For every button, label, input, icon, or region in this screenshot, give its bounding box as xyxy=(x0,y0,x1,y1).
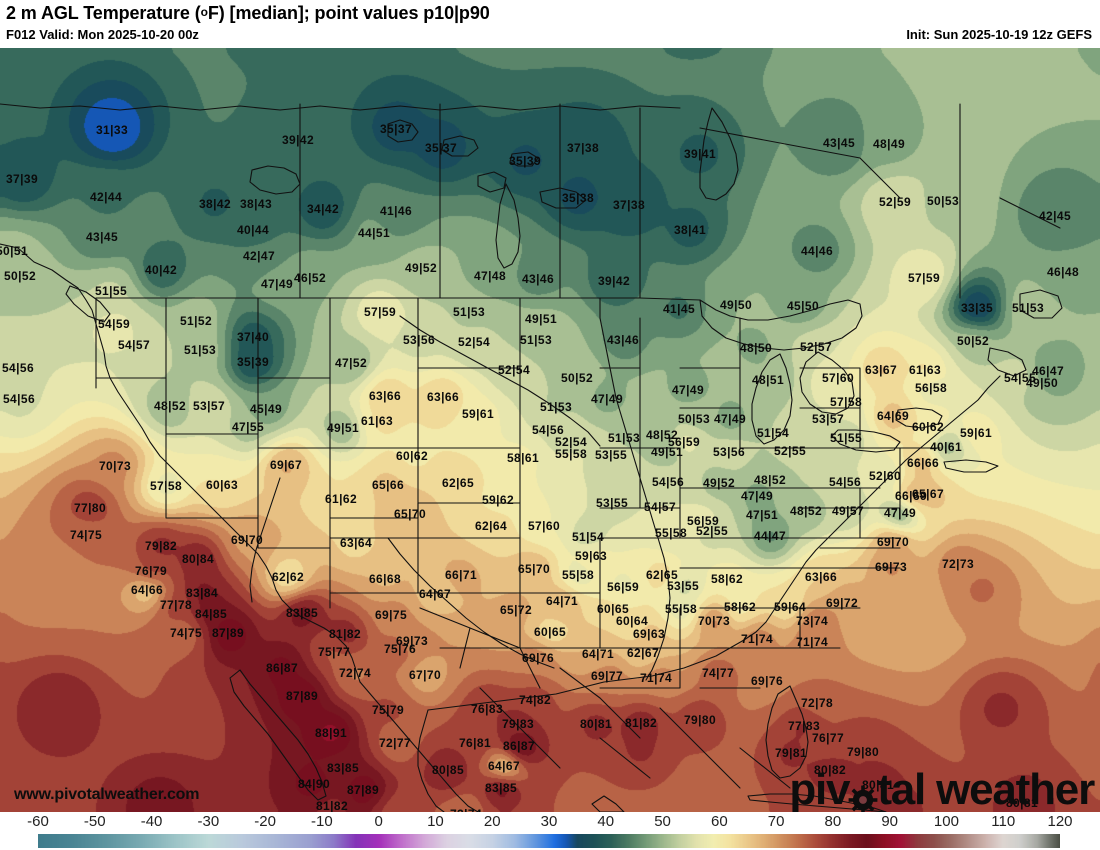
colorbar-tick-labels: -60 -50 -40 -30 -20 -10 0 10 20 30 40 50 60 70 80 90 100… xyxy=(0,812,1100,832)
great-slave-lake xyxy=(249,165,301,195)
colorbar-tick: 120 xyxy=(1047,813,1073,830)
temperature-map[interactable]: 31|33 39|42 37|39 35|37 35|37 35|39 37|38 39|41… xyxy=(0,48,1100,812)
colorbar-tick: 30 xyxy=(540,813,558,830)
temperature-field-canvas[interactable] xyxy=(0,48,1100,812)
colorbar-tick: 80 xyxy=(824,813,842,830)
page-title-prefix: 2 m AGL Temperature ( xyxy=(6,3,201,23)
state-boundaries-west xyxy=(95,297,419,549)
mexico-state-boundaries xyxy=(419,607,791,789)
state-boundaries-plains xyxy=(257,297,521,609)
coastline-atlantic xyxy=(619,375,1001,681)
yucatan-peninsula xyxy=(591,795,625,812)
colorado-river xyxy=(249,477,281,603)
coastline-mexico-west xyxy=(359,681,479,812)
coastline-pacific xyxy=(0,243,361,683)
colorbar-tick: 100 xyxy=(933,813,959,830)
degree-superscript: o xyxy=(200,5,208,19)
colorbar-tick: 50 xyxy=(654,813,671,830)
page-title-suffix: F) [median]; point values p10|p90 xyxy=(207,3,490,23)
colorbar-tick: 70 xyxy=(767,813,785,830)
hudson-bay xyxy=(699,107,739,201)
lake-winnipeg xyxy=(495,183,521,269)
vancouver-island xyxy=(65,285,111,323)
border-us-canada-49n xyxy=(95,297,701,301)
colorbar-tick: -60 xyxy=(27,813,49,830)
coastline-arctic xyxy=(0,103,681,111)
colorbar-tick: -50 xyxy=(83,813,106,830)
rio-grande xyxy=(387,537,555,669)
colorbar-tick: 110 xyxy=(991,813,1016,830)
state-boundaries-midwest xyxy=(519,297,801,569)
init-time-label: Init: Sun 2025-10-19 12z GEFS xyxy=(906,27,1092,42)
arctic-islands xyxy=(387,119,587,209)
baja-california xyxy=(229,669,327,801)
site-url-watermark: www.pivotalweather.com xyxy=(14,786,200,803)
colorbar-tick: 40 xyxy=(597,813,615,830)
brand-text-part2: tal weather xyxy=(877,765,1095,812)
lake-huron xyxy=(799,351,855,415)
brand-watermark: piv xyxy=(789,765,1095,812)
island-cuba xyxy=(747,793,887,812)
coastline-mexico-east xyxy=(417,709,445,812)
coastline-gulf xyxy=(427,679,621,711)
colorbar-tick: 0 xyxy=(374,813,383,830)
florida-peninsula xyxy=(765,685,809,779)
colorbar-tick: 10 xyxy=(427,813,444,830)
colorbar: -60 -50 -40 -30 -20 -10 0 10 20 30 40 50 60 70 80 90 100… xyxy=(0,812,1100,850)
lake-erie xyxy=(831,429,901,453)
state-boundaries-south xyxy=(417,537,761,689)
state-boundaries-east xyxy=(699,367,941,649)
colorbar-tick: -30 xyxy=(197,813,220,830)
colorbar-tick: -40 xyxy=(140,813,163,830)
lake-ontario xyxy=(895,407,943,429)
map-header: 2 m AGL Temperature (oF) [median]; point… xyxy=(0,0,1100,48)
colorbar-tick: -10 xyxy=(311,813,333,830)
colorbar-gradient xyxy=(38,834,1060,848)
valid-time-label: F012 Valid: Mon 2025-10-20 00z xyxy=(6,27,199,42)
nova-scotia xyxy=(987,347,1027,377)
colorbar-tick: 20 xyxy=(483,813,501,830)
province-boundaries-canada xyxy=(299,103,1061,299)
colorbar-tick: -20 xyxy=(254,813,276,830)
gear-icon xyxy=(848,779,878,812)
newfoundland xyxy=(1019,289,1063,319)
page-title: 2 m AGL Temperature (oF) [median]; point… xyxy=(6,3,490,24)
colorbar-tick: 90 xyxy=(881,813,898,830)
colorbar-tick: 60 xyxy=(710,813,728,830)
missouri-river xyxy=(399,315,601,447)
lake-superior xyxy=(699,299,863,351)
lake-michigan xyxy=(751,353,793,445)
mississippi-river xyxy=(599,317,671,681)
map-boundaries-overlay xyxy=(0,103,1063,812)
brand-text-part1: piv xyxy=(789,765,850,812)
long-island xyxy=(943,459,999,473)
